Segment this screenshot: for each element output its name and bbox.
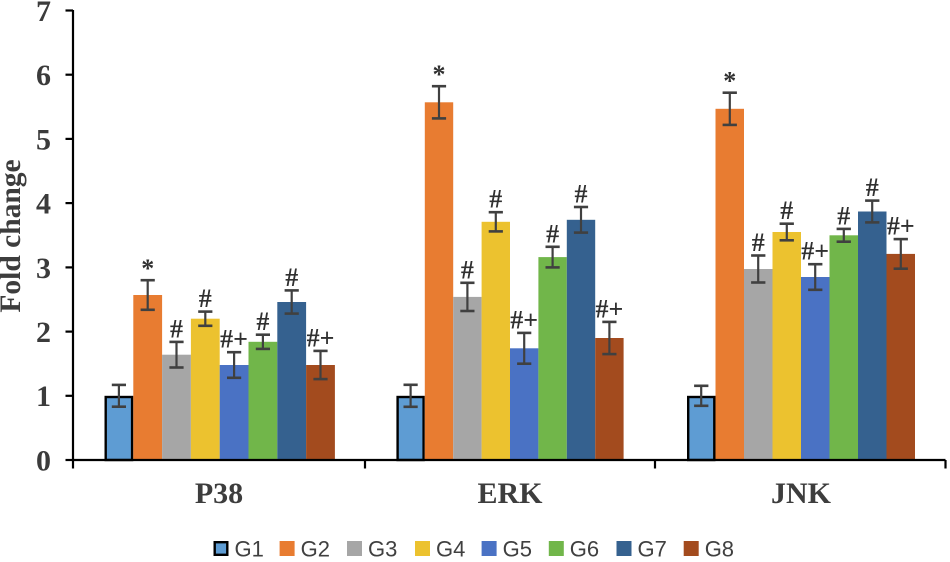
svg-text:#+: #+ xyxy=(595,294,623,323)
svg-text:#: # xyxy=(199,284,212,313)
svg-text:#: # xyxy=(170,314,183,343)
svg-text:G1: G1 xyxy=(235,537,264,562)
svg-text:#+: #+ xyxy=(307,323,335,352)
svg-text:*: * xyxy=(433,60,446,89)
svg-text:7: 7 xyxy=(36,0,51,28)
svg-text:#: # xyxy=(780,196,793,225)
svg-text:#: # xyxy=(752,228,765,257)
svg-text:G2: G2 xyxy=(301,537,330,562)
svg-text:#: # xyxy=(489,185,502,214)
svg-text:#: # xyxy=(866,173,879,202)
svg-text:P38: P38 xyxy=(195,477,243,510)
svg-text:1: 1 xyxy=(36,380,51,413)
svg-text:#+: #+ xyxy=(220,325,248,354)
svg-text:4: 4 xyxy=(36,188,51,221)
svg-text:G5: G5 xyxy=(503,537,532,562)
svg-text:G4: G4 xyxy=(436,537,465,562)
svg-text:G8: G8 xyxy=(705,537,734,562)
svg-text:#: # xyxy=(256,307,269,336)
svg-text:#: # xyxy=(575,180,588,209)
svg-text:G7: G7 xyxy=(638,537,667,562)
svg-text:*: * xyxy=(141,254,154,283)
svg-text:#: # xyxy=(546,219,559,248)
svg-text:ERK: ERK xyxy=(477,477,543,510)
svg-text:#: # xyxy=(285,263,298,292)
svg-text:#+: #+ xyxy=(801,237,829,266)
svg-text:5: 5 xyxy=(36,123,51,156)
svg-text:G6: G6 xyxy=(570,537,599,562)
svg-text:3: 3 xyxy=(36,252,51,285)
svg-text:0: 0 xyxy=(36,444,51,477)
svg-text:#: # xyxy=(837,201,850,230)
svg-text:#+: #+ xyxy=(510,305,538,334)
svg-text:Fold change: Fold change xyxy=(0,159,27,312)
svg-text:6: 6 xyxy=(36,59,51,92)
svg-text:JNK: JNK xyxy=(771,477,832,510)
svg-text:2: 2 xyxy=(36,316,51,349)
svg-text:#: # xyxy=(461,255,474,284)
svg-text:*: * xyxy=(723,67,736,96)
svg-text:#+: #+ xyxy=(887,212,915,241)
svg-text:G3: G3 xyxy=(368,537,397,562)
